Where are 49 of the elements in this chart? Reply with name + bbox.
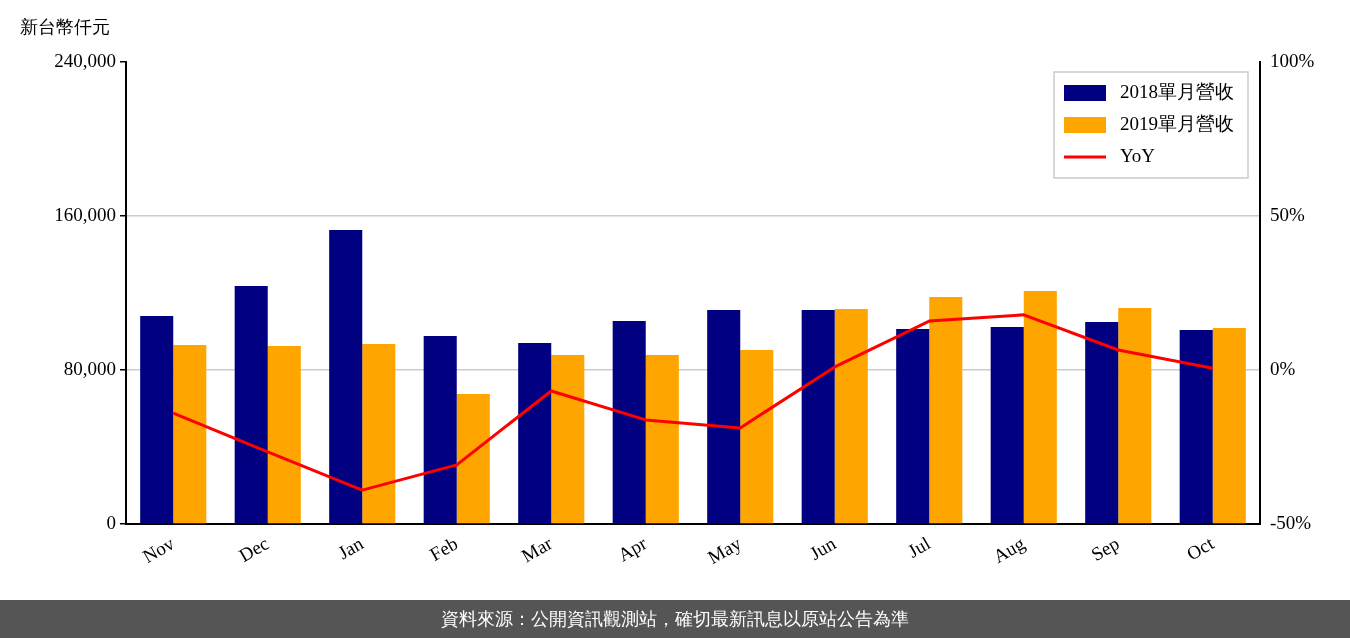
x-tick-label: Nov <box>138 532 179 567</box>
bar <box>740 349 774 524</box>
bar <box>362 344 396 524</box>
source-note: 資料來源：公開資訊觀測站，確切最新訊息以原站公告為準 <box>0 600 1350 638</box>
x-tick-label: Feb <box>426 532 462 565</box>
bar <box>1212 328 1246 524</box>
bar <box>1085 322 1119 524</box>
bar <box>801 309 835 524</box>
legend-label: 2018單月營收 <box>1120 80 1234 102</box>
legend-label: YoY <box>1120 144 1156 166</box>
bar <box>834 308 868 524</box>
bar <box>645 354 679 524</box>
bar <box>551 354 585 524</box>
y2-tick-label: 0% <box>1270 357 1296 379</box>
bar <box>329 230 363 524</box>
y-tick-label: 240,000 <box>54 49 116 71</box>
y-tick-label: 160,000 <box>54 203 116 225</box>
legend-label: 2019單月營收 <box>1120 112 1234 134</box>
bar <box>140 316 174 524</box>
x-tick-label: Sep <box>1087 532 1123 565</box>
x-tick-label: Jan <box>334 532 368 564</box>
x-tick-label: Jul <box>904 532 934 562</box>
x-tick-label: Dec <box>235 532 273 566</box>
x-tick-label: Aug <box>989 532 1029 567</box>
bar <box>234 286 268 524</box>
y2-tick-label: -50% <box>1270 511 1312 533</box>
bar <box>990 327 1024 524</box>
bar <box>1118 308 1152 524</box>
bar <box>173 344 207 524</box>
bar <box>1023 291 1057 524</box>
x-tick-label: Jun <box>805 532 840 564</box>
x-tick-label: Mar <box>517 532 557 567</box>
y-tick-label: 0 <box>106 511 116 533</box>
x-tick-label: Oct <box>1182 532 1218 565</box>
bar <box>267 345 301 524</box>
bar <box>612 320 646 524</box>
bar <box>518 343 552 524</box>
x-tick-label: Apr <box>614 532 651 566</box>
y2-tick-label: 50% <box>1270 203 1305 225</box>
y2-tick-label: 100% <box>1270 49 1315 71</box>
bar <box>1179 329 1213 524</box>
bar <box>929 297 963 524</box>
bar <box>423 335 457 524</box>
bar <box>896 329 930 524</box>
bar <box>456 394 490 524</box>
y-tick-label: 80,000 <box>63 357 116 379</box>
x-tick-label: May <box>704 532 746 569</box>
bar <box>707 309 741 524</box>
y-axis-title: 新台幣仟元 <box>20 15 110 37</box>
